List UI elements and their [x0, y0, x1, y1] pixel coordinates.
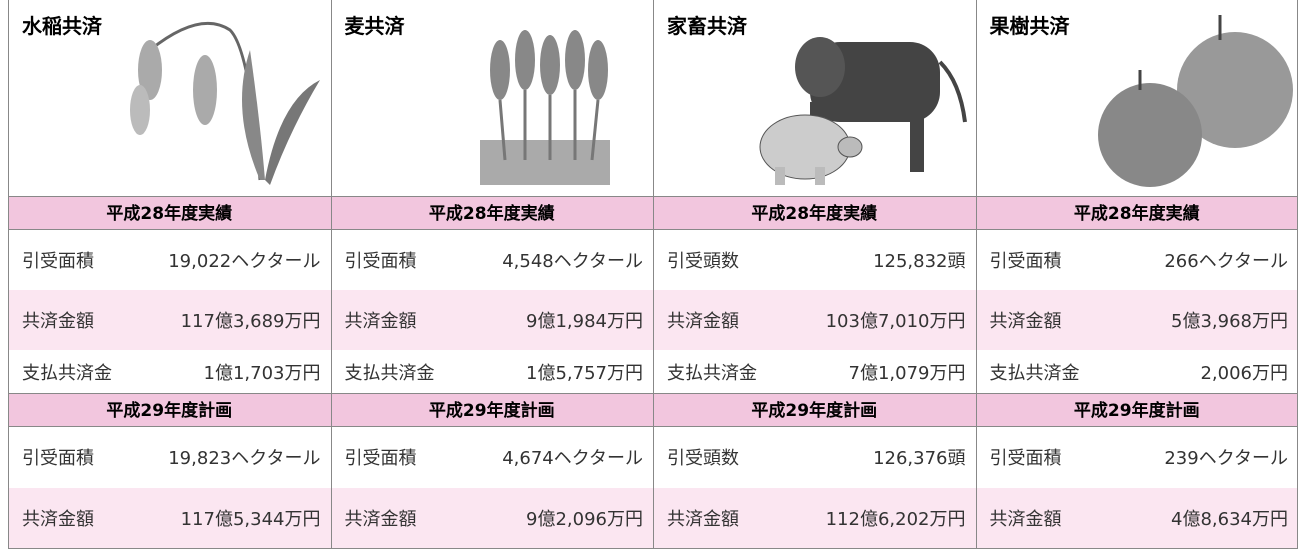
cell-value: 19,022ヘクタール: [168, 247, 320, 273]
column-border: [976, 0, 977, 548]
cell-label: 共済金額: [345, 505, 417, 531]
table-row: 支払共済金 1億1,703万円: [8, 350, 331, 393]
cell-label: 引受面積: [345, 444, 417, 470]
table-row: 引受面積 4,674ヘクタール: [331, 426, 654, 488]
cell-value: 117億5,344万円: [181, 505, 321, 531]
table-row: 共済金額 9億2,096万円: [331, 488, 654, 548]
cell-label: 引受頭数: [667, 444, 739, 470]
cell-label: 引受頭数: [667, 247, 739, 273]
section-heading: 平成28年度実績: [8, 196, 331, 230]
cell-label: 引受面積: [22, 247, 94, 273]
table-row: 支払共済金 2,006万円: [976, 350, 1298, 393]
section-heading: 平成28年度実績: [976, 196, 1298, 230]
column-border: [331, 0, 332, 548]
cell-label: 共済金額: [990, 307, 1062, 333]
column-title: 麦共済: [331, 0, 654, 39]
cell-value: 266ヘクタール: [1164, 247, 1288, 273]
cell-label: 支払共済金: [990, 359, 1080, 385]
cell-label: 引受面積: [22, 444, 94, 470]
table-row: 共済金額 103億7,010万円: [653, 290, 976, 350]
table-row: 引受面積 266ヘクタール: [976, 230, 1298, 290]
section-heading: 平成29年度計画: [653, 393, 976, 427]
cell-value: 19,823ヘクタール: [168, 444, 320, 470]
cell-value: 239ヘクタール: [1164, 444, 1288, 470]
wheat-illustration: [480, 20, 610, 190]
column-border: [653, 0, 654, 548]
cell-value: 112億6,202万円: [826, 505, 966, 531]
cell-label: 共済金額: [22, 307, 94, 333]
table-row: 引受面積 19,022ヘクタール: [8, 230, 331, 290]
cell-value: 4,674ヘクタール: [502, 444, 643, 470]
livestock-illustration: [750, 22, 985, 192]
cell-value: 4億8,634万円: [1171, 505, 1288, 531]
page: 水稲共済平成28年度実績引受面積19,022ヘクタール共済金額117億3,689…: [0, 0, 1298, 560]
cell-label: 共済金額: [667, 505, 739, 531]
table-row: 共済金額 112億6,202万円: [653, 488, 976, 548]
cell-label: 支払共済金: [345, 359, 435, 385]
cell-value: 1億1,703万円: [204, 359, 321, 385]
table-row: 支払共済金 1億5,757万円: [331, 350, 654, 393]
cell-value: 2,006万円: [1200, 359, 1288, 385]
cell-label: 支払共済金: [667, 359, 757, 385]
section-heading: 平成28年度実績: [653, 196, 976, 230]
cell-label: 共済金額: [22, 505, 94, 531]
section-heading: 平成29年度計画: [331, 393, 654, 427]
section-heading: 平成29年度計画: [8, 393, 331, 427]
column-border: [8, 0, 9, 548]
table-row: 引受面積 239ヘクタール: [976, 426, 1298, 488]
table-row: 引受面積 19,823ヘクタール: [8, 426, 331, 488]
cell-value: 103億7,010万円: [826, 307, 966, 333]
column-title: 水稲共済: [8, 0, 331, 39]
cell-label: 共済金額: [345, 307, 417, 333]
cell-label: 引受面積: [345, 247, 417, 273]
table-row: 引受面積 4,548ヘクタール: [331, 230, 654, 290]
cell-value: 4,548ヘクタール: [502, 247, 643, 273]
table-row: 共済金額 117億3,689万円: [8, 290, 331, 350]
cell-value: 9億2,096万円: [526, 505, 643, 531]
table-row: 共済金額 5億3,968万円: [976, 290, 1298, 350]
cell-value: 9億1,984万円: [526, 307, 643, 333]
cell-label: 共済金額: [667, 307, 739, 333]
table-row: 支払共済金 7億1,079万円: [653, 350, 976, 393]
cell-value: 125,832頭: [873, 247, 965, 273]
table-row: 共済金額 9億1,984万円: [331, 290, 654, 350]
cell-value: 126,376頭: [873, 444, 965, 470]
cell-label: 引受面積: [990, 444, 1062, 470]
section-heading: 平成29年度計画: [976, 393, 1298, 427]
cell-value: 117億3,689万円: [181, 307, 321, 333]
table-row: 引受頭数 126,376頭: [653, 426, 976, 488]
column-title: 果樹共済: [976, 0, 1298, 39]
table-row: 共済金額 117億5,344万円: [8, 488, 331, 548]
table-row: 引受頭数 125,832頭: [653, 230, 976, 290]
cell-value: 1億5,757万円: [526, 359, 643, 385]
section-heading: 平成28年度実績: [331, 196, 654, 230]
cell-label: 共済金額: [990, 505, 1062, 531]
cell-value: 5億3,968万円: [1171, 307, 1288, 333]
cell-label: 支払共済金: [22, 359, 112, 385]
table-bottom: [8, 548, 1298, 549]
table-row: 共済金額 4億8,634万円: [976, 488, 1298, 548]
column-title: 家畜共済: [653, 0, 976, 39]
cell-value: 7億1,079万円: [849, 359, 966, 385]
cell-label: 引受面積: [990, 247, 1062, 273]
